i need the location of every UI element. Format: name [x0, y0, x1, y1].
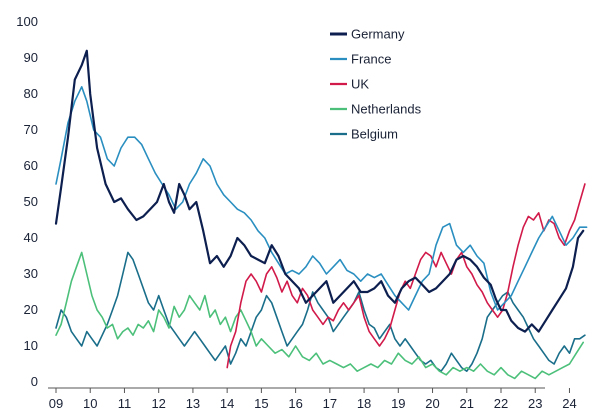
- y-tick-label: 0: [31, 374, 38, 389]
- series-line-uk: [226, 183, 586, 369]
- legend: Germany France UK Netherlands Belgium: [330, 27, 422, 142]
- y-tick-label: 40: [24, 230, 38, 245]
- x-tick-label: 14: [220, 396, 234, 411]
- y-tick-label: 50: [24, 194, 38, 209]
- x-tick-label: 22: [494, 396, 508, 411]
- y-axis-ticks: 0 10 20 30 40 50 60 70 80 90 100: [16, 14, 38, 389]
- series-line-netherlands: [55, 251, 585, 380]
- legend-label-uk: UK: [351, 77, 369, 92]
- legend-label-germany: Germany: [351, 27, 405, 42]
- y-tick-label: 60: [24, 158, 38, 173]
- x-tick-label: 23: [528, 396, 542, 411]
- legend-label-france: France: [351, 52, 391, 67]
- y-tick-label: 70: [24, 122, 38, 137]
- legend-label-netherlands: Netherlands: [351, 102, 422, 117]
- x-tick-label: 16: [288, 396, 302, 411]
- x-axis-ticks: 09 10 11 12 13 14 15 16 17 18 19 20 21 22 23 24: [49, 388, 577, 411]
- x-tick-label: 20: [425, 396, 439, 411]
- x-tick-label: 19: [391, 396, 405, 411]
- legend-label-belgium: Belgium: [351, 127, 398, 142]
- series-lines: [54, 49, 588, 380]
- x-tick-label: 17: [323, 396, 337, 411]
- x-tick-label: 09: [49, 396, 63, 411]
- x-tick-label: 12: [151, 396, 165, 411]
- x-tick-label: 10: [83, 396, 97, 411]
- series-line-france: [55, 86, 588, 311]
- x-tick-label: 13: [186, 396, 200, 411]
- x-tick-label: 21: [460, 396, 474, 411]
- x-tick-label: 24: [562, 396, 576, 411]
- y-tick-label: 10: [24, 338, 38, 353]
- series-line-belgium: [55, 251, 586, 373]
- series-line-germany: [54, 49, 585, 333]
- y-tick-label: 20: [24, 302, 38, 317]
- x-tick-label: 11: [118, 396, 132, 411]
- y-tick-label: 90: [24, 50, 38, 65]
- y-tick-label: 100: [16, 14, 38, 29]
- y-tick-label: 30: [24, 266, 38, 281]
- y-tick-label: 80: [24, 86, 38, 101]
- x-tick-label: 18: [357, 396, 371, 411]
- x-tick-label: 15: [254, 396, 268, 411]
